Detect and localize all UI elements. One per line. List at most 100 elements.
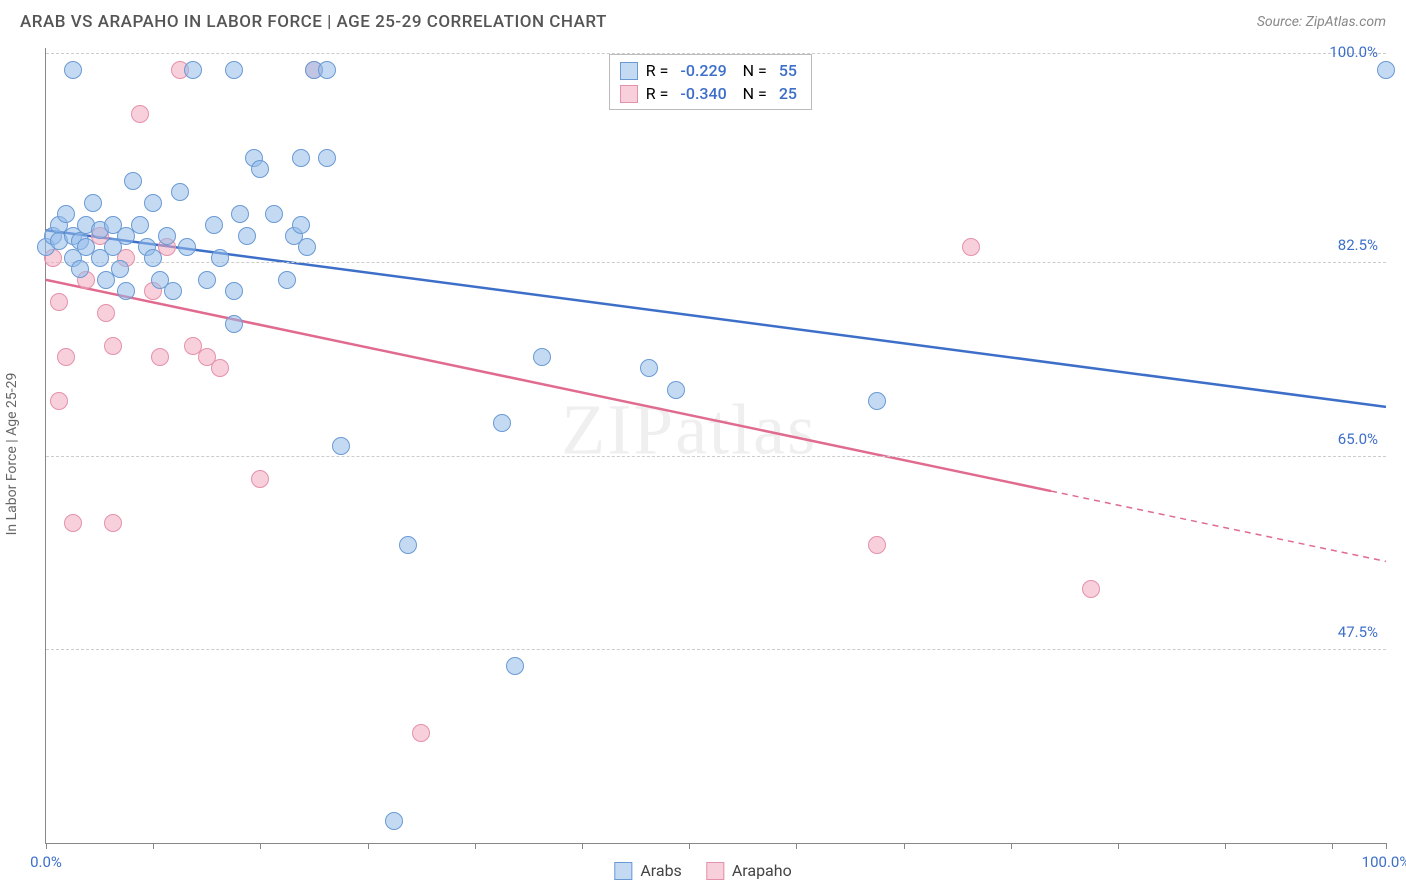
data-point [64,61,82,79]
plot-area: 47.5%65.0%82.5%100.0% [46,48,1386,843]
x-tick [582,843,583,849]
data-point [164,282,182,300]
gridline [46,456,1386,457]
data-point [278,271,296,289]
y-tick-label: 100.0% [1329,43,1378,61]
chart-title: ARAB VS ARAPAHO IN LABOR FORCE | AGE 25-… [20,12,607,32]
gridline [46,649,1386,650]
data-point [124,172,142,190]
x-tick [1225,843,1226,849]
data-point [667,381,685,399]
data-point [50,293,68,311]
x-tick [1011,843,1012,849]
data-point [385,812,403,830]
stat-label-n: N = [739,61,767,80]
swatch-arapaho [706,862,724,880]
data-point [868,536,886,554]
data-point [184,61,202,79]
x-tick [46,843,47,849]
data-point [178,238,196,256]
data-point [144,194,162,212]
data-point [251,160,269,178]
data-point [318,149,336,167]
x-tick-label: 100.0% [1362,853,1406,871]
swatch-arabs [614,862,632,880]
data-point [292,216,310,234]
y-tick-label: 47.5% [1338,623,1378,641]
data-point [50,392,68,410]
gridline [46,262,1386,263]
data-point [97,304,115,322]
data-point [104,514,122,532]
data-point [231,205,249,223]
x-tick [260,843,261,849]
stat-label-r: R = [646,61,669,80]
data-point [265,205,283,223]
data-point [84,194,102,212]
data-point [151,348,169,366]
data-point [57,205,75,223]
data-point [251,470,269,488]
x-tick [796,843,797,849]
x-tick [368,843,369,849]
y-axis-label: In Labor Force | Age 25-29 [4,373,20,536]
data-point [533,348,551,366]
source-credit: Source: ZipAtlas.com [1257,14,1386,30]
data-point [962,238,980,256]
data-point [238,227,256,245]
legend-row-arapaho: R = -0.340 N = 25 [620,82,801,105]
stat-label-r: R = [646,84,669,103]
data-point [211,249,229,267]
data-point [292,149,310,167]
swatch-arabs [620,62,638,80]
data-point [225,315,243,333]
legend-item-arabs: Arabs [614,861,682,880]
stat-label-n: N = [739,84,767,103]
data-point [131,216,149,234]
data-point [131,105,149,123]
legend-row-arabs: R = -0.229 N = 55 [620,59,801,82]
data-point [298,238,316,256]
stat-r-arapaho: -0.340 [676,84,730,103]
data-point [225,282,243,300]
data-point [1082,580,1100,598]
x-tick [475,843,476,849]
legend-item-arapaho: Arapaho [706,861,792,880]
stat-n-arapaho: 25 [775,84,801,103]
data-point [111,260,129,278]
swatch-arapaho [620,85,638,103]
data-point [412,724,430,742]
data-point [71,260,89,278]
correlation-legend: R = -0.229 N = 55 R = -0.340 N = 25 [609,54,812,110]
data-point [225,61,243,79]
x-tick [689,843,690,849]
x-tick [1118,843,1119,849]
x-tick [153,843,154,849]
data-point [144,249,162,267]
data-point [493,414,511,432]
data-point [198,271,216,289]
data-point [399,536,417,554]
x-tick-label: 0.0% [30,853,62,871]
data-point [171,183,189,201]
data-point [158,227,176,245]
data-point [868,392,886,410]
series-legend: Arabs Arapaho [614,861,791,880]
data-point [205,216,223,234]
x-tick [904,843,905,849]
y-tick-label: 65.0% [1338,430,1378,448]
scatter-chart: ZIPatlas 47.5%65.0%82.5%100.0% R = -0.22… [45,48,1386,844]
data-point [318,61,336,79]
x-tick [1332,843,1333,849]
stat-n-arabs: 55 [775,61,801,80]
data-point [64,514,82,532]
stat-r-arabs: -0.229 [676,61,730,80]
x-tick [1386,843,1387,849]
data-point [506,657,524,675]
legend-label-arabs: Arabs [640,861,682,880]
data-point [332,437,350,455]
data-point [117,282,135,300]
legend-label-arapaho: Arapaho [732,861,792,880]
data-point [211,359,229,377]
y-tick-label: 82.5% [1338,236,1378,254]
